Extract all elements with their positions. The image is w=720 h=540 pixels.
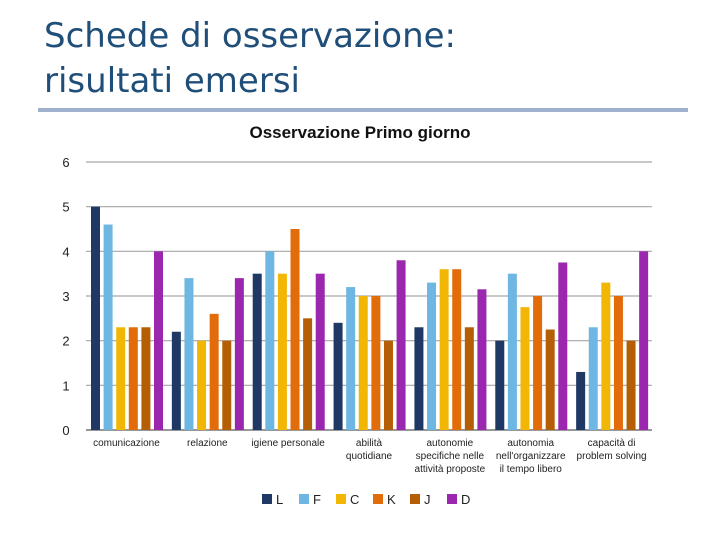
bar-F-5 [507,273,517,430]
bar-D-2 [315,273,325,430]
x-category-label: attività proposte [415,464,486,475]
legend-label-L: L [276,492,283,507]
legend-swatch-J [410,494,420,504]
bars [91,206,649,430]
bar-C-1 [197,340,207,430]
slide-title-line-1: Schede di osservazione: [44,16,456,56]
legend-swatch-C [336,494,346,504]
bar-D-0 [154,251,163,430]
y-axis-ticks: 0 1 2 3 4 5 6 [62,155,69,438]
slide-title-line-2: risultati emersi [44,61,300,101]
bar-J-5 [545,329,555,430]
bar-K-5 [533,296,543,430]
bar-K-6 [613,296,623,430]
bar-F-2 [265,251,275,430]
bar-L-2 [252,273,262,430]
bar-K-0 [128,327,138,430]
legend-swatch-L [262,494,272,504]
bar-F-6 [588,327,598,430]
x-category-label: autonomia [507,438,554,449]
legend-swatch-D [447,494,457,504]
bar-F-1 [184,278,194,430]
bar-J-3 [383,340,393,430]
x-category-label: capacità di [588,438,636,449]
bar-L-1 [171,331,181,430]
legend-label-J: J [424,492,431,507]
bar-D-1 [234,278,244,430]
bar-J-2 [303,318,313,430]
bar-C-6 [601,282,611,430]
x-category-label: relazione [187,438,228,449]
bar-J-0 [141,327,151,430]
bar-L-5 [495,340,505,430]
y-tick-label: 0 [62,423,69,438]
title-divider [38,108,688,112]
x-category-label: il tempo libero [500,464,563,475]
bar-F-0 [103,224,113,430]
y-tick-label: 5 [62,200,69,215]
x-category-label: nell'organizzare [496,451,566,462]
legend-swatch-F [299,494,309,504]
x-category-label: autonomie [427,438,474,449]
bar-K-1 [209,313,219,430]
y-tick-label: 3 [62,289,69,304]
bar-D-6 [639,251,649,430]
bar-K-3 [371,296,381,430]
bar-D-4 [477,289,487,430]
legend-label-F: F [313,492,321,507]
x-category-label: specifiche nelle [416,451,485,462]
bar-L-4 [414,327,424,430]
bar-C-3 [358,296,368,430]
x-category-label: abilità [356,438,383,449]
bar-J-1 [222,340,232,430]
x-axis-categories: comunicazione relazione igiene personale ab… [93,438,647,475]
x-category-label: igiene personale [251,438,325,449]
bar-C-5 [520,307,530,430]
legend-label-C: C [350,492,359,507]
bar-J-4 [464,327,474,430]
y-tick-label: 2 [62,334,69,349]
y-tick-label: 6 [62,155,69,170]
legend-label-K: K [387,492,396,507]
bar-K-2 [290,229,300,430]
legend-label-D: D [461,492,470,507]
legend-swatch-K [373,494,383,504]
x-category-label: problem solving [577,451,647,462]
x-category-label: quotidiane [346,451,393,462]
chart-title: Osservazione Primo giorno [249,123,470,142]
bar-C-2 [277,273,287,430]
y-tick-label: 1 [62,378,69,393]
bar-L-0 [91,206,100,430]
bar-C-0 [116,327,126,430]
bar-D-3 [396,260,406,430]
bar-D-5 [558,262,568,430]
x-category-label: comunicazione [93,438,160,449]
bar-K-4 [452,269,462,430]
bar-F-3 [346,287,356,430]
bar-L-6 [576,371,586,430]
bar-C-4 [439,269,449,430]
bar-J-6 [626,340,636,430]
slide-title: Schede di osservazione: risultati emersi [44,14,684,104]
bar-F-4 [427,282,437,430]
bar-L-3 [333,322,343,430]
y-tick-label: 4 [62,244,69,259]
